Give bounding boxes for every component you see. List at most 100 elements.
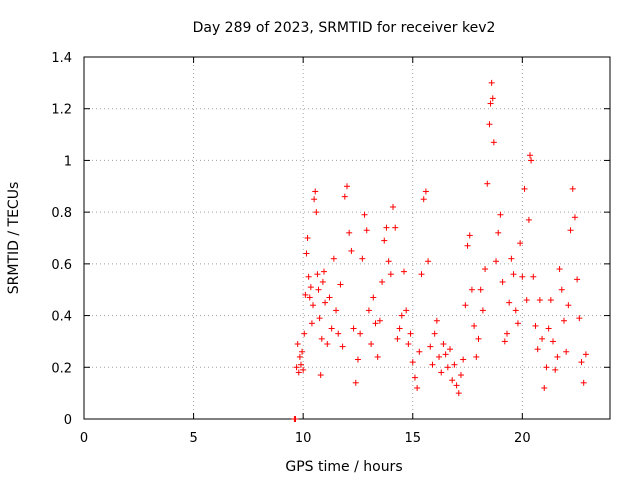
- data-point: [390, 203, 397, 210]
- data-point: [322, 299, 329, 306]
- data-point: [317, 372, 324, 379]
- data-point: [543, 364, 550, 371]
- data-point: [508, 255, 515, 262]
- data-point: [482, 266, 489, 273]
- data-point: [416, 348, 423, 355]
- data-point: [346, 229, 353, 236]
- data-point: [339, 343, 346, 350]
- data-point: [510, 271, 517, 278]
- data-point: [484, 180, 491, 187]
- data-point: [305, 273, 312, 280]
- y-tick-label: 1.2: [51, 103, 72, 118]
- data-point: [490, 139, 497, 146]
- data-point: [394, 335, 401, 342]
- data-point: [326, 294, 333, 301]
- data-point: [514, 320, 521, 327]
- data-point: [357, 330, 364, 337]
- data-point: [411, 374, 418, 381]
- data-points: [291, 79, 589, 422]
- data-point: [316, 315, 323, 322]
- data-point: [414, 384, 421, 391]
- data-point: [337, 281, 344, 288]
- data-point: [444, 364, 451, 371]
- data-point: [451, 361, 458, 368]
- data-point: [489, 95, 496, 102]
- data-point: [440, 341, 447, 348]
- data-point: [418, 271, 425, 278]
- data-point: [296, 353, 303, 360]
- data-point: [385, 258, 392, 265]
- data-point: [473, 353, 480, 360]
- data-point: [532, 322, 539, 329]
- data-point: [431, 330, 438, 337]
- data-point: [396, 325, 403, 332]
- data-point: [462, 302, 469, 309]
- data-point: [304, 235, 311, 241]
- y-tick-label: 0.2: [51, 361, 72, 376]
- data-point: [310, 302, 317, 309]
- y-tick-label: 0.8: [51, 206, 72, 221]
- data-point: [335, 330, 342, 337]
- data-point: [333, 307, 340, 314]
- data-point: [359, 255, 366, 262]
- data-point: [376, 317, 383, 324]
- data-point: [539, 335, 546, 342]
- data-point: [330, 255, 337, 262]
- data-point: [442, 351, 449, 358]
- y-tick-label: 0: [64, 413, 72, 428]
- data-point: [580, 379, 587, 386]
- data-point: [354, 356, 361, 363]
- data-point: [512, 307, 519, 314]
- data-point: [307, 284, 314, 291]
- data-point: [464, 242, 471, 249]
- data-point: [409, 359, 416, 366]
- data-point: [436, 353, 443, 360]
- data-point: [453, 382, 460, 389]
- data-point: [294, 341, 301, 348]
- data-point: [407, 330, 414, 337]
- data-point: [565, 302, 572, 309]
- data-point: [567, 227, 574, 234]
- data-point: [499, 278, 506, 285]
- data-point: [563, 348, 570, 355]
- data-point: [361, 211, 368, 218]
- data-point: [303, 250, 310, 257]
- x-tick-label: 0: [80, 431, 88, 446]
- data-point: [438, 369, 445, 376]
- data-point: [479, 307, 486, 314]
- data-point: [293, 364, 300, 371]
- data-point: [556, 266, 563, 273]
- data-point: [582, 351, 589, 358]
- data-point: [560, 317, 567, 324]
- data-point: [370, 294, 377, 301]
- data-point: [398, 312, 405, 319]
- data-point: [318, 335, 325, 342]
- data-point: [383, 224, 390, 231]
- x-tick-label: 20: [514, 431, 531, 446]
- data-point: [381, 237, 388, 244]
- data-point: [574, 276, 581, 283]
- data-point: [475, 335, 482, 342]
- data-point: [527, 152, 534, 159]
- data-point: [528, 157, 535, 164]
- data-point: [493, 258, 500, 265]
- data-point: [466, 232, 473, 239]
- data-point: [530, 273, 537, 280]
- data-point: [541, 384, 548, 391]
- data-point: [558, 286, 565, 293]
- data-point: [554, 353, 561, 360]
- data-point: [320, 268, 327, 275]
- data-point: [295, 369, 302, 376]
- data-point: [313, 209, 320, 216]
- data-point: [447, 346, 454, 353]
- data-point: [534, 346, 541, 353]
- data-point: [301, 330, 308, 337]
- data-point: [425, 258, 432, 265]
- data-point: [571, 214, 578, 221]
- data-point: [350, 325, 357, 332]
- data-point: [457, 372, 464, 379]
- data-point: [471, 322, 478, 329]
- data-point: [486, 121, 493, 128]
- data-point: [488, 79, 495, 86]
- data-point: [315, 286, 322, 293]
